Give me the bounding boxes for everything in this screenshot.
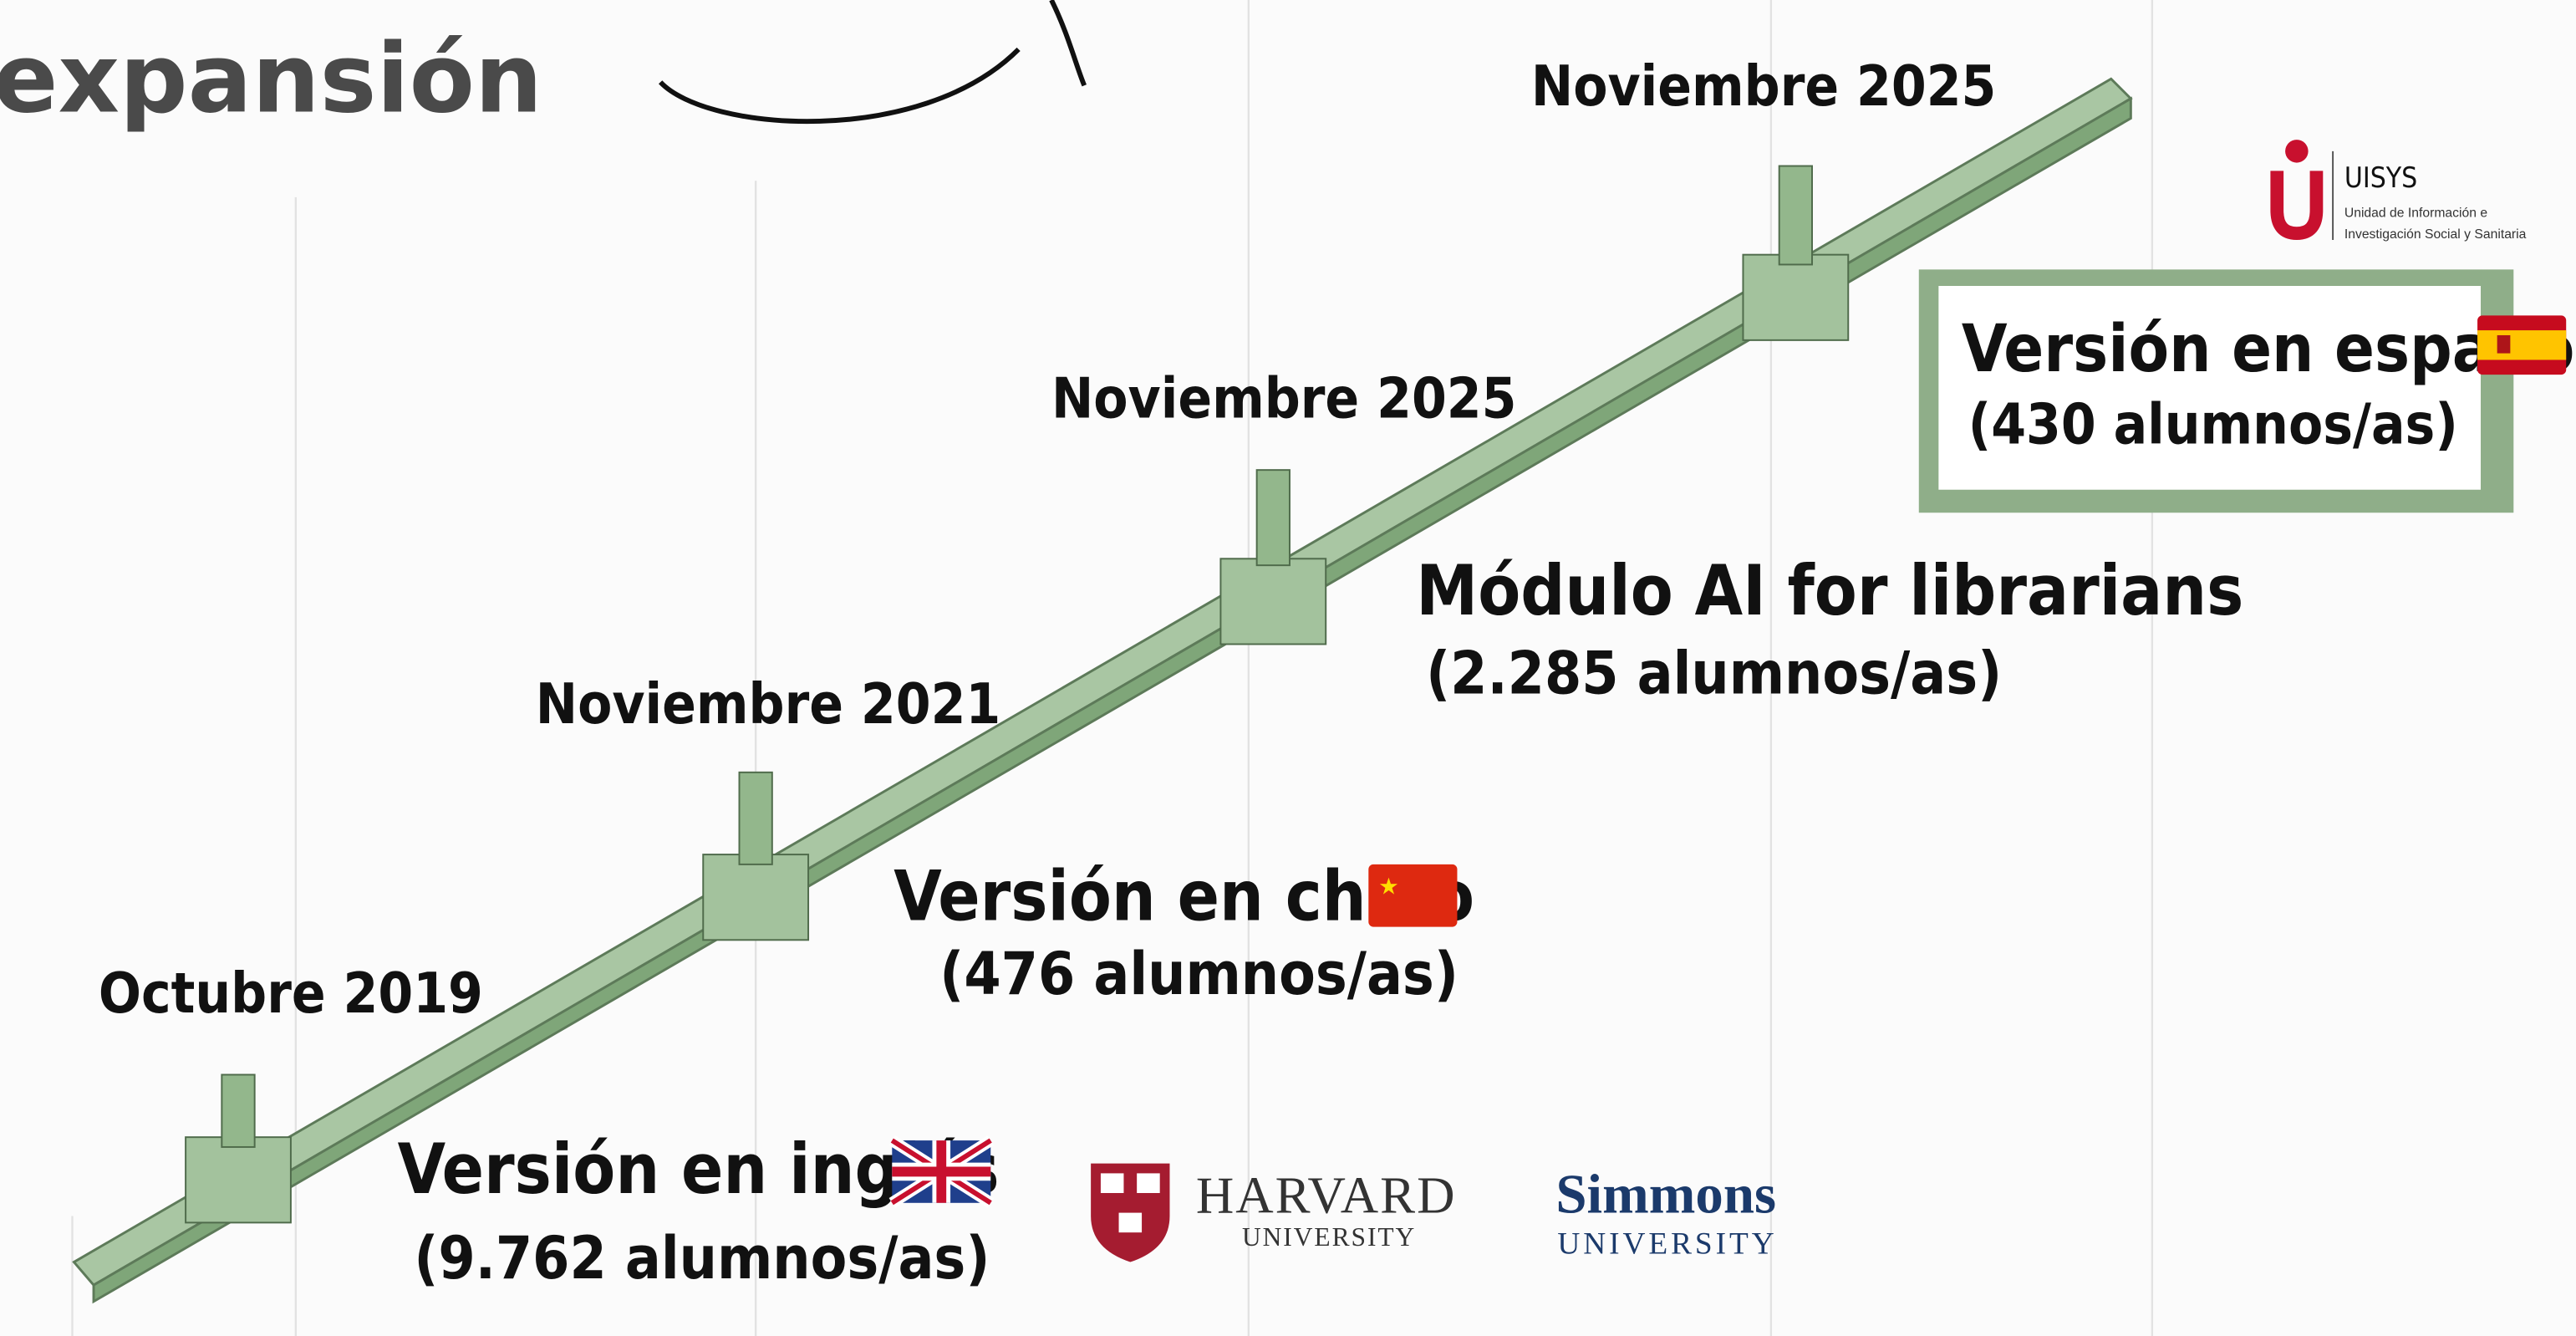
- logo-book: [1119, 1213, 1143, 1233]
- page: expansión Octubre 2019 Noviembre 2021 No…: [0, 0, 2576, 1336]
- milestone-students: (430 alumnos/as): [1968, 392, 2458, 457]
- logo-book: [1137, 1173, 1160, 1193]
- flag-china: ★: [1368, 864, 1457, 927]
- slide: expansión Octubre 2019 Noviembre 2021 No…: [0, 0, 2576, 1336]
- logo-simmons: Simmons UNIVERSITY: [1555, 1164, 1777, 1262]
- flag-stripe: [2477, 330, 2566, 359]
- logo-name: UISYS: [2344, 161, 2417, 194]
- milestone-label: Módulo AI for librarians: [1416, 551, 2243, 631]
- milestone-students: (476 alumnos/as): [939, 939, 1459, 1008]
- logo-name: Simmons: [1555, 1164, 1776, 1226]
- pillar-post: [740, 773, 772, 864]
- milestone-date: Noviembre 2025: [1531, 54, 1996, 119]
- pillar-base: [186, 1137, 291, 1222]
- logo-book: [1101, 1173, 1124, 1193]
- logo-name: HARVARD: [1196, 1166, 1457, 1225]
- logo-sub: UNIVERSITY: [1557, 1227, 1777, 1262]
- background: [0, 0, 2576, 1336]
- milestone-date: Noviembre 2025: [1051, 365, 1516, 431]
- flag-crest: [2497, 335, 2511, 354]
- milestone-date: Noviembre 2021: [536, 671, 1000, 737]
- pillar-base: [1220, 558, 1326, 644]
- flag-spain: [2477, 315, 2566, 375]
- milestone-students: (2.285 alumnos/as): [1426, 638, 2002, 707]
- pillar-post: [1257, 470, 1290, 565]
- logo-dot: [2285, 140, 2309, 163]
- pillar-post: [221, 1074, 254, 1146]
- title: expansión: [0, 23, 542, 135]
- pillar-base: [1743, 255, 1848, 340]
- logo-text: Unidad de Información e: [2344, 206, 2488, 220]
- milestone-date: Octubre 2019: [99, 961, 483, 1026]
- flag-uk: [892, 1140, 990, 1203]
- pillar-post: [1779, 166, 1812, 265]
- flag-star: ★: [1378, 873, 1399, 900]
- milestone-students: (9.762 alumnos/as): [414, 1223, 990, 1293]
- logo-text: Investigación Social y Sanitaria: [2344, 227, 2527, 242]
- pillar-base: [703, 854, 808, 940]
- logo-sub: UNIVERSITY: [1242, 1222, 1416, 1252]
- logo-harvard: HARVARD UNIVERSITY: [1091, 1164, 1456, 1262]
